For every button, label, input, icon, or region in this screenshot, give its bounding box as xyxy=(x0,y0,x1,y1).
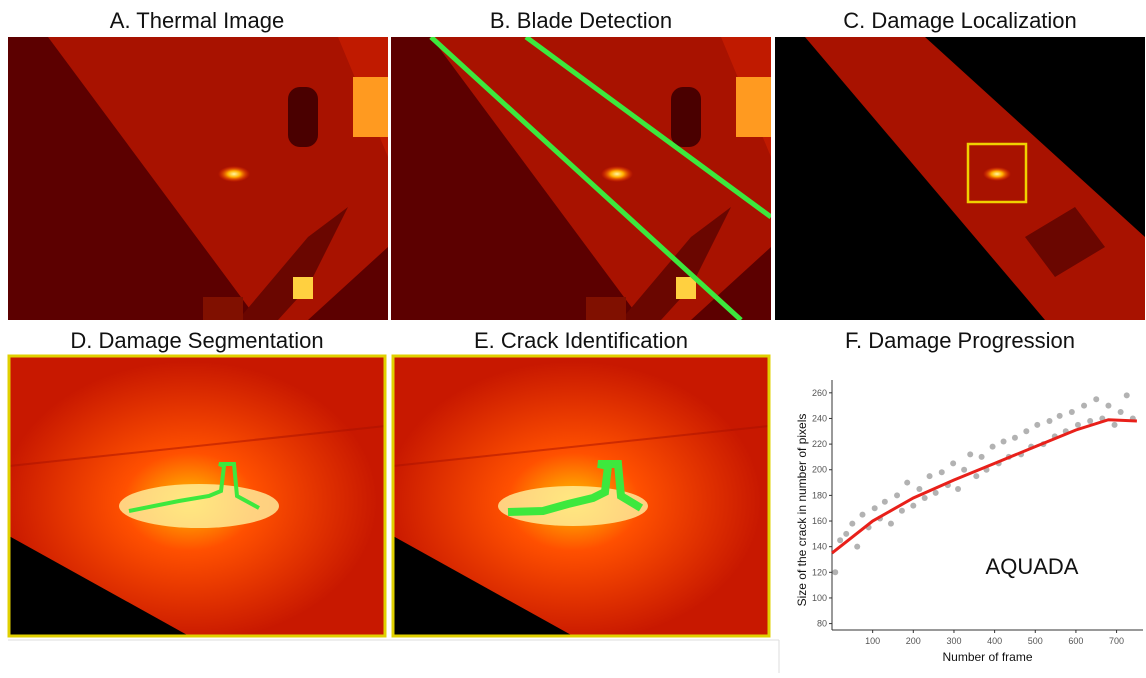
y-tick-label: 260 xyxy=(812,388,827,398)
data-point xyxy=(1112,422,1118,428)
panel-title: A. Thermal Image xyxy=(110,8,284,33)
data-point xyxy=(894,492,900,498)
y-tick-label: 180 xyxy=(812,490,827,500)
y-tick-label: 160 xyxy=(812,516,827,526)
data-point xyxy=(933,490,939,496)
data-point xyxy=(1075,422,1081,428)
panel-title: B. Blade Detection xyxy=(490,8,672,33)
x-tick-label: 300 xyxy=(946,636,961,646)
data-point xyxy=(1034,422,1040,428)
damage-progression-chart: 100 200 300 400 500 600 700 80 100 120 140 160 180 20… xyxy=(795,380,1143,664)
x-tick-label: 200 xyxy=(906,636,921,646)
data-point xyxy=(1001,439,1007,445)
data-point xyxy=(849,521,855,527)
x-tick-label: 700 xyxy=(1109,636,1124,646)
annotation: AQUADA xyxy=(986,554,1079,579)
data-point xyxy=(955,486,961,492)
damage-localization-image xyxy=(775,37,1145,320)
data-point xyxy=(843,531,849,537)
data-point xyxy=(872,505,878,511)
y-tick-label: 220 xyxy=(812,439,827,449)
data-point xyxy=(1124,392,1130,398)
data-point xyxy=(922,495,928,501)
panel-title: E. Crack Identification xyxy=(474,328,688,353)
data-point xyxy=(882,499,888,505)
data-point xyxy=(967,451,973,457)
data-point xyxy=(837,537,843,543)
x-tick-label: 600 xyxy=(1068,636,1083,646)
data-point xyxy=(1087,418,1093,424)
y-tick-label: 240 xyxy=(812,413,827,423)
thermal-image xyxy=(8,37,388,320)
y-tick-label: 120 xyxy=(812,567,827,577)
data-point xyxy=(1093,396,1099,402)
trend-line xyxy=(832,420,1137,553)
x-tick-label: 100 xyxy=(865,636,880,646)
data-point xyxy=(950,460,956,466)
blade-detection-image xyxy=(391,37,771,320)
data-point xyxy=(1057,413,1063,419)
data-point xyxy=(927,473,933,479)
data-point xyxy=(910,503,916,509)
data-point xyxy=(888,521,894,527)
data-point xyxy=(939,469,945,475)
y-tick-label: 80 xyxy=(817,619,827,629)
data-point xyxy=(899,508,905,514)
y-tick-label: 200 xyxy=(812,465,827,475)
y-tick-label: 140 xyxy=(812,542,827,552)
data-point xyxy=(1012,435,1018,441)
data-point xyxy=(1118,409,1124,415)
data-point xyxy=(1046,418,1052,424)
data-point xyxy=(1023,428,1029,434)
data-point xyxy=(854,544,860,550)
x-tick-label: 500 xyxy=(1028,636,1043,646)
figure: A. Thermal Image B. Blade Detection C. D… xyxy=(0,0,1146,673)
crack-identification-image xyxy=(393,356,769,636)
y-axis-label: Size of the crack in number of pixels xyxy=(795,414,809,607)
y-tick-label: 100 xyxy=(812,593,827,603)
data-point xyxy=(979,454,985,460)
data-point xyxy=(1105,403,1111,409)
data-point xyxy=(916,486,922,492)
x-tick-label: 400 xyxy=(987,636,1002,646)
data-point xyxy=(859,512,865,518)
x-axis-label: Number of frame xyxy=(942,650,1032,664)
data-point xyxy=(1081,403,1087,409)
data-point xyxy=(973,473,979,479)
data-point xyxy=(1069,409,1075,415)
panel-title: D. Damage Segmentation xyxy=(70,328,323,353)
data-point xyxy=(961,467,967,473)
panel-title: C. Damage Localization xyxy=(843,8,1077,33)
segmentation-image xyxy=(9,356,385,636)
data-point xyxy=(904,480,910,486)
data-point xyxy=(990,444,996,450)
data-point xyxy=(832,569,838,575)
panel-title: F. Damage Progression xyxy=(845,328,1075,353)
